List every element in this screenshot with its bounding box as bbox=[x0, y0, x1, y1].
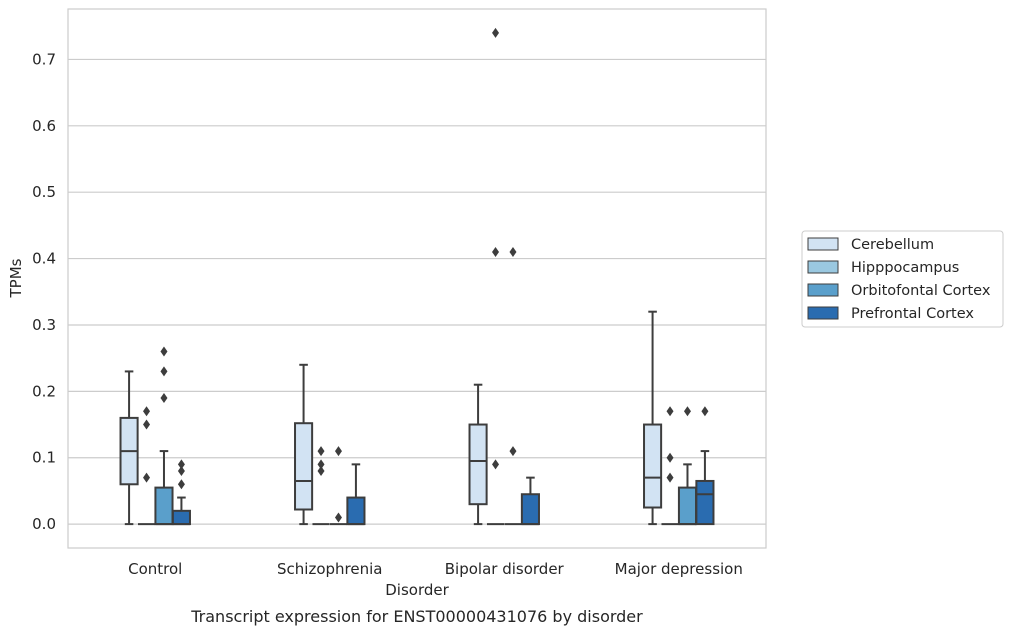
box bbox=[661, 406, 679, 526]
box bbox=[520, 476, 540, 526]
outlier-point bbox=[666, 406, 674, 417]
outlier-point bbox=[143, 472, 151, 483]
series-prefrontal-cortex bbox=[171, 406, 715, 526]
box bbox=[119, 370, 139, 526]
x-tick-label: Bipolar disorder bbox=[445, 560, 565, 578]
x-axis-label: Disorder bbox=[385, 581, 449, 599]
legend-swatch bbox=[807, 260, 839, 274]
box-body bbox=[346, 496, 366, 526]
legend-swatch bbox=[807, 306, 839, 320]
outlier-point bbox=[160, 346, 168, 357]
legend-frame bbox=[801, 230, 1004, 328]
legend-label: Hipppocampus bbox=[851, 260, 959, 276]
y-tick-label: 0.6 bbox=[32, 117, 56, 135]
outlier-point bbox=[317, 466, 325, 476]
outlier-point bbox=[701, 406, 709, 417]
outlier-point bbox=[317, 446, 325, 457]
box-body bbox=[171, 509, 191, 526]
outlier-point bbox=[160, 392, 168, 403]
outlier-point bbox=[666, 472, 674, 483]
outlier-point bbox=[317, 459, 325, 470]
outlier-point bbox=[160, 366, 168, 377]
box bbox=[677, 406, 698, 526]
box-series bbox=[119, 27, 715, 526]
outlier-point bbox=[666, 452, 674, 463]
outlier-point bbox=[143, 406, 151, 417]
box-body bbox=[294, 422, 314, 511]
box-body bbox=[643, 423, 663, 509]
series-cerebellum bbox=[119, 310, 663, 526]
outlier-point bbox=[509, 446, 517, 457]
grid-lines bbox=[68, 58, 766, 525]
box bbox=[346, 463, 366, 526]
legend-label: Prefrontal Cortex bbox=[851, 306, 974, 322]
y-tick-label: 0.5 bbox=[32, 183, 56, 201]
box bbox=[486, 27, 505, 526]
box-body bbox=[154, 486, 174, 526]
box bbox=[695, 406, 715, 526]
box-body bbox=[695, 479, 715, 526]
outlier-point bbox=[509, 246, 517, 257]
y-tick-label: 0.2 bbox=[32, 382, 56, 400]
box bbox=[312, 446, 330, 526]
legend-swatch bbox=[807, 237, 839, 251]
y-tick-label: 0.0 bbox=[32, 515, 56, 533]
outlier-point bbox=[492, 246, 500, 257]
y-tick-label: 0.7 bbox=[32, 50, 56, 68]
y-tick-label: 0.1 bbox=[32, 449, 56, 467]
plot-frame bbox=[67, 8, 767, 549]
outlier-point bbox=[334, 512, 342, 523]
box bbox=[504, 246, 522, 526]
outlier-point bbox=[177, 479, 185, 490]
outlier-point bbox=[143, 419, 151, 430]
outlier-point bbox=[492, 459, 500, 470]
box-body bbox=[677, 486, 698, 526]
legend-label: Orbitofontal Cortex bbox=[851, 283, 991, 299]
legend: Cerebellum Hipppocampus Orbitofontal Corte… bbox=[801, 230, 1004, 328]
box-body bbox=[520, 493, 540, 526]
x-tick-labels: Control Schizophrenia Bipolar disorder Majo… bbox=[128, 560, 743, 578]
box bbox=[171, 459, 191, 526]
y-tick-label: 0.4 bbox=[32, 250, 56, 268]
x-tick-label: Major depression bbox=[615, 560, 743, 578]
box bbox=[329, 446, 348, 526]
legend-swatch bbox=[807, 283, 839, 297]
box-body bbox=[468, 423, 488, 506]
x-tick-label: Schizophrenia bbox=[277, 560, 382, 578]
series-orbitofontal-cortex bbox=[154, 246, 698, 526]
outlier-point bbox=[334, 446, 342, 457]
box bbox=[294, 363, 314, 526]
outlier-point bbox=[177, 466, 185, 476]
outlier-point bbox=[683, 406, 691, 417]
y-axis-label: TPMs bbox=[7, 258, 25, 298]
y-tick-label: 0.3 bbox=[32, 316, 56, 334]
series-hipppocampus bbox=[137, 27, 679, 526]
box bbox=[154, 346, 174, 526]
y-tick-labels: 0.0 0.1 0.2 0.3 0.4 0.5 0.6 0.7 bbox=[32, 50, 56, 533]
chart-caption: Transcript expression for ENST0000043107… bbox=[190, 607, 643, 626]
x-tick-label: Control bbox=[128, 560, 182, 578]
box bbox=[137, 406, 156, 526]
outlier-point bbox=[177, 459, 185, 470]
outlier-point bbox=[492, 27, 500, 38]
legend-label: Cerebellum bbox=[851, 237, 934, 253]
box bbox=[643, 310, 663, 526]
box bbox=[468, 383, 488, 526]
